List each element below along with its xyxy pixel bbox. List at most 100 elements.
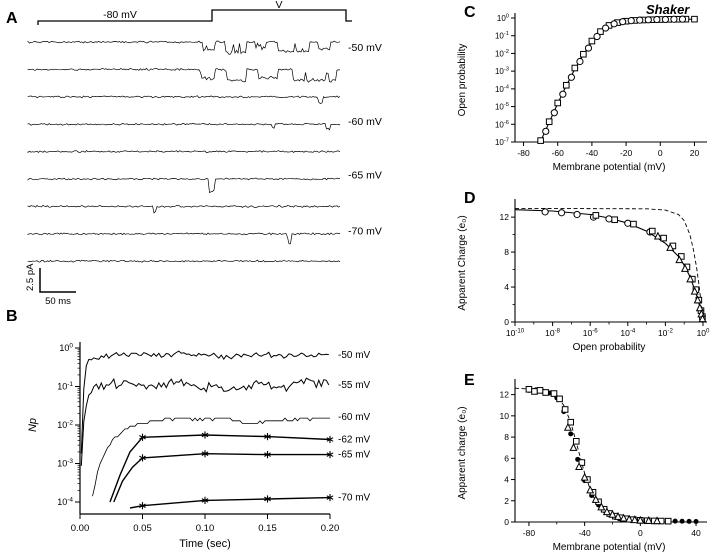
- voltage-protocol: [37, 9, 352, 25]
- x-tick-label: 10-4: [620, 328, 636, 339]
- figure-mark: [326, 495, 334, 500]
- y-axis-title: Open probability: [457, 44, 468, 117]
- trace-voltage-label: -50 mV: [348, 42, 382, 54]
- x-tick-label: -80: [523, 528, 536, 538]
- np-curve: [109, 434, 331, 503]
- asterisk-marker: [264, 451, 271, 459]
- series-voltage-label: -62 mV: [338, 435, 371, 446]
- figure-mark: [201, 498, 209, 503]
- asterisk-marker: [326, 494, 334, 502]
- current-trace: [27, 259, 341, 263]
- asterisk-marker: [264, 432, 271, 441]
- circle-marker: [542, 127, 550, 135]
- circle-marker: [636, 16, 644, 24]
- square-marker: [588, 37, 596, 45]
- triangle-marker: [698, 314, 707, 323]
- asterisk-marker: [201, 450, 209, 458]
- triangle-marker: [695, 303, 704, 312]
- square-marker: [525, 386, 533, 393]
- figure-mark: [139, 503, 146, 509]
- square-marker: [567, 418, 575, 426]
- x-tick-label: 0.10: [196, 523, 215, 534]
- series-voltage-label: -70 mV: [338, 493, 371, 504]
- fit-dashed-line: [514, 207, 704, 322]
- triangle-marker: [575, 462, 584, 470]
- figure-mark: [326, 437, 334, 442]
- x-tick-label: 10-2: [658, 328, 674, 339]
- circle-marker: [678, 15, 687, 23]
- figure-mark: [264, 452, 271, 457]
- fit-solid-line: [514, 209, 704, 322]
- triangle-marker: [619, 513, 628, 522]
- x-axis-title: Membrane potential (mV): [553, 542, 666, 553]
- y-tick-label: 10-1: [495, 31, 509, 41]
- protocol-step-label: V: [275, 0, 282, 11]
- triangle-marker: [580, 472, 589, 481]
- series-voltage-label: -60 mV: [338, 412, 371, 423]
- square-marker: [580, 50, 587, 58]
- np-curve: [129, 496, 331, 509]
- triangle-marker: [690, 286, 699, 295]
- triangle-marker: [693, 295, 702, 304]
- np-curve: [113, 452, 330, 503]
- square-marker: [572, 438, 580, 445]
- x-tick-label: 0.00: [71, 523, 90, 534]
- triangle-marker: [597, 502, 606, 511]
- triangle-marker: [653, 516, 662, 525]
- y-tick-label: 4: [504, 282, 509, 292]
- panel-e-charge-vs-voltage-chart: -80 -40 0 40 0 2 4 6 8 10 12 Membrane potential (mV…: [457, 379, 707, 553]
- y-axis-title: Apparent Charge (e₀): [457, 215, 468, 310]
- x-tick-label: 10-10: [506, 328, 525, 339]
- y-tick-label: 8: [504, 247, 509, 257]
- square-marker: [550, 390, 558, 397]
- triangle-marker: [666, 242, 675, 251]
- x-tick-label: 40: [691, 528, 701, 538]
- x-tick-label: 0.05: [133, 523, 152, 534]
- triangle-marker: [563, 422, 572, 431]
- gene-title: Shaker: [646, 2, 690, 17]
- asterisk-marker: [139, 454, 146, 462]
- figure-mark: [201, 432, 209, 438]
- x-tick-label: -40: [578, 528, 591, 538]
- circle-marker: [584, 44, 593, 52]
- circle-marker: [670, 15, 678, 23]
- x-tick-label: 0: [638, 528, 643, 538]
- asterisk-marker: [264, 495, 271, 503]
- panel-a-label: A: [6, 10, 18, 27]
- square-marker: [660, 234, 667, 242]
- tick-label: 100: [59, 343, 73, 354]
- circle-marker: [624, 219, 632, 227]
- figure-mark: [139, 455, 146, 461]
- series-voltage-label: -65 mV: [338, 450, 371, 461]
- tick-label: 10-3: [57, 458, 73, 469]
- circle-marker: [576, 57, 584, 66]
- circle-marker: [601, 24, 610, 32]
- current-trace: [27, 232, 340, 245]
- square-marker: [630, 220, 637, 228]
- square-marker: [545, 118, 553, 125]
- square-marker: [531, 388, 538, 395]
- y-tick-label: 12: [500, 390, 510, 400]
- figure-mark: [264, 496, 271, 502]
- y-tick-label: 10: [500, 411, 510, 421]
- asterisk-marker: [139, 502, 146, 510]
- circle-marker: [541, 208, 549, 216]
- tick-label: 10-4: [57, 497, 73, 508]
- filled-circle-marker: [686, 518, 692, 524]
- y-tick-label: 0: [504, 317, 509, 327]
- square-marker: [691, 15, 698, 23]
- circle-marker: [567, 73, 575, 81]
- x-axis-title: Membrane potential (mV): [553, 162, 666, 173]
- square-marker: [554, 99, 562, 107]
- filled-circle-marker: [679, 518, 685, 524]
- protocol-baseline-label: -80 mV: [103, 9, 137, 21]
- panel-b-np-time-chart: 100 10-1 10-2 10-3 10-4 0.00 0.05 0.10 0.15 0.20 T…: [27, 342, 371, 550]
- square-marker: [536, 387, 544, 394]
- panel-a-single-channel-traces: -80 mV V -50 mV -60 mV -65 mV -70 mV 2.5 pA 50 …: [25, 0, 382, 307]
- x-tick-label: -60: [552, 148, 565, 158]
- current-trace: [27, 177, 341, 194]
- y-tick-label: 10-2: [495, 49, 509, 59]
- current-trace: [27, 150, 341, 154]
- x-tick-label: 0.20: [321, 523, 340, 534]
